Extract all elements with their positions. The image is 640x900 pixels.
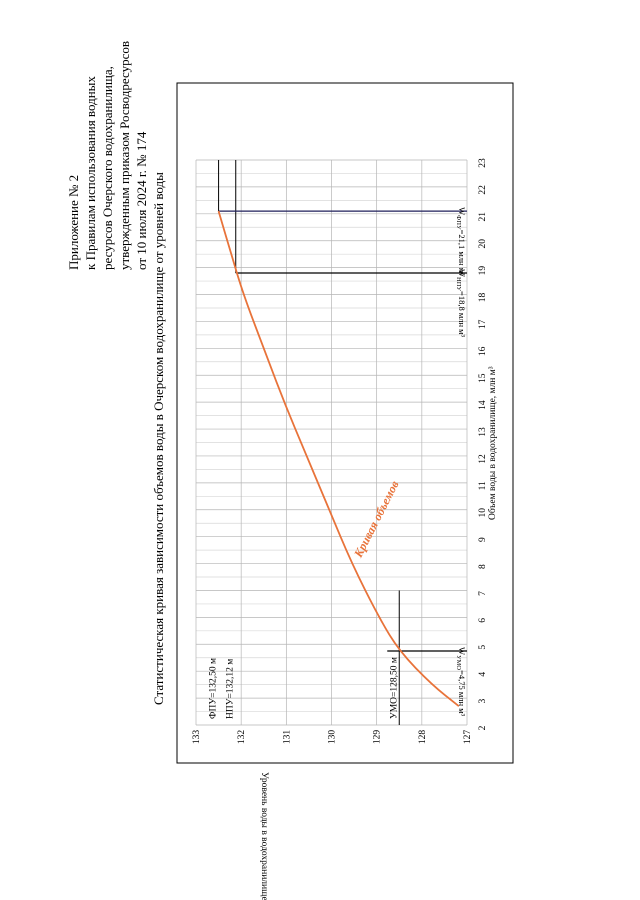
appendix-line-3: ресурсов Очерского водохранилища, xyxy=(100,66,115,270)
x-tick-label: 4 xyxy=(478,672,488,677)
appendix-block: Приложение № 2 к Правилам использования … xyxy=(66,41,149,270)
x-tick-label: 2 xyxy=(478,725,488,730)
x-tick-label: 17 xyxy=(478,319,488,329)
x-tick-label: 15 xyxy=(478,373,488,383)
x-tick-label: 6 xyxy=(478,618,488,623)
x-tick-label: 3 xyxy=(478,698,488,703)
y-tick-label: 133 xyxy=(192,730,202,745)
x-tick-label: 9 xyxy=(478,537,488,542)
x-tick-label: 11 xyxy=(478,481,488,490)
y-tick-label: 127 xyxy=(463,730,473,745)
y-tick-label: 131 xyxy=(282,730,292,745)
level-label: НПУ=132,12 м xyxy=(226,659,236,719)
appendix-line-5: от 10 июля 2024 г. № 174 xyxy=(134,131,149,270)
x-tick-label: 22 xyxy=(478,185,488,195)
chart-frame xyxy=(176,82,514,764)
y-tick-label: 132 xyxy=(237,730,247,745)
x-tick-label: 20 xyxy=(478,239,488,249)
volume-label: WУМО=4,75 млн м³ xyxy=(455,647,467,717)
x-tick-label: 13 xyxy=(478,427,488,437)
chart-title: Статистическая кривая зависимости объемо… xyxy=(151,172,166,705)
x-tick-label: 5 xyxy=(478,645,488,650)
level-label: УМО=128,50 м xyxy=(389,657,399,719)
appendix-line-4: утвержденным приказом Росводресурсов xyxy=(117,41,132,270)
appendix-line-2: к Правилам использования водных xyxy=(83,76,98,270)
x-tick-label: 19 xyxy=(478,266,488,276)
y-tick-label: 130 xyxy=(328,730,338,745)
x-tick-label: 21 xyxy=(478,212,488,222)
grid xyxy=(195,159,468,726)
y-tick-label: 128 xyxy=(418,730,428,745)
x-tick-label: 16 xyxy=(478,346,488,356)
volume-label: WФПУ=21,1 млн м³ xyxy=(455,207,467,276)
level-label: ФПУ=132,50 м xyxy=(209,658,219,719)
appendix-line-1: Приложение № 2 xyxy=(66,175,81,270)
x-tick-label: 23 xyxy=(478,158,488,168)
volume-label: WНПУ=18,8 млн м³ xyxy=(455,269,467,337)
series-layer xyxy=(217,210,460,707)
annotations: ФПУ=132,50 м НПУ=132,12 м УМО=128,50 м WФПУ… xyxy=(209,207,467,719)
tick-labels: 2345678910111213141516171819202122231271… xyxy=(192,158,488,744)
y-tick-label: 129 xyxy=(373,730,383,745)
x-axis-label: Объем воды в водохранилище, млн м³ xyxy=(487,366,498,520)
x-tick-label: 18 xyxy=(478,293,488,303)
curve-label: Кривая объемов xyxy=(351,478,402,561)
x-tick-label: 14 xyxy=(478,400,488,410)
volume-curve xyxy=(217,210,460,707)
y-axis-label: Уровень воды в водохранилище, м xyxy=(259,772,269,900)
x-tick-label: 8 xyxy=(478,564,488,569)
x-tick-label: 10 xyxy=(478,508,488,518)
x-tick-label: 12 xyxy=(478,454,488,464)
x-tick-label: 7 xyxy=(478,591,488,596)
